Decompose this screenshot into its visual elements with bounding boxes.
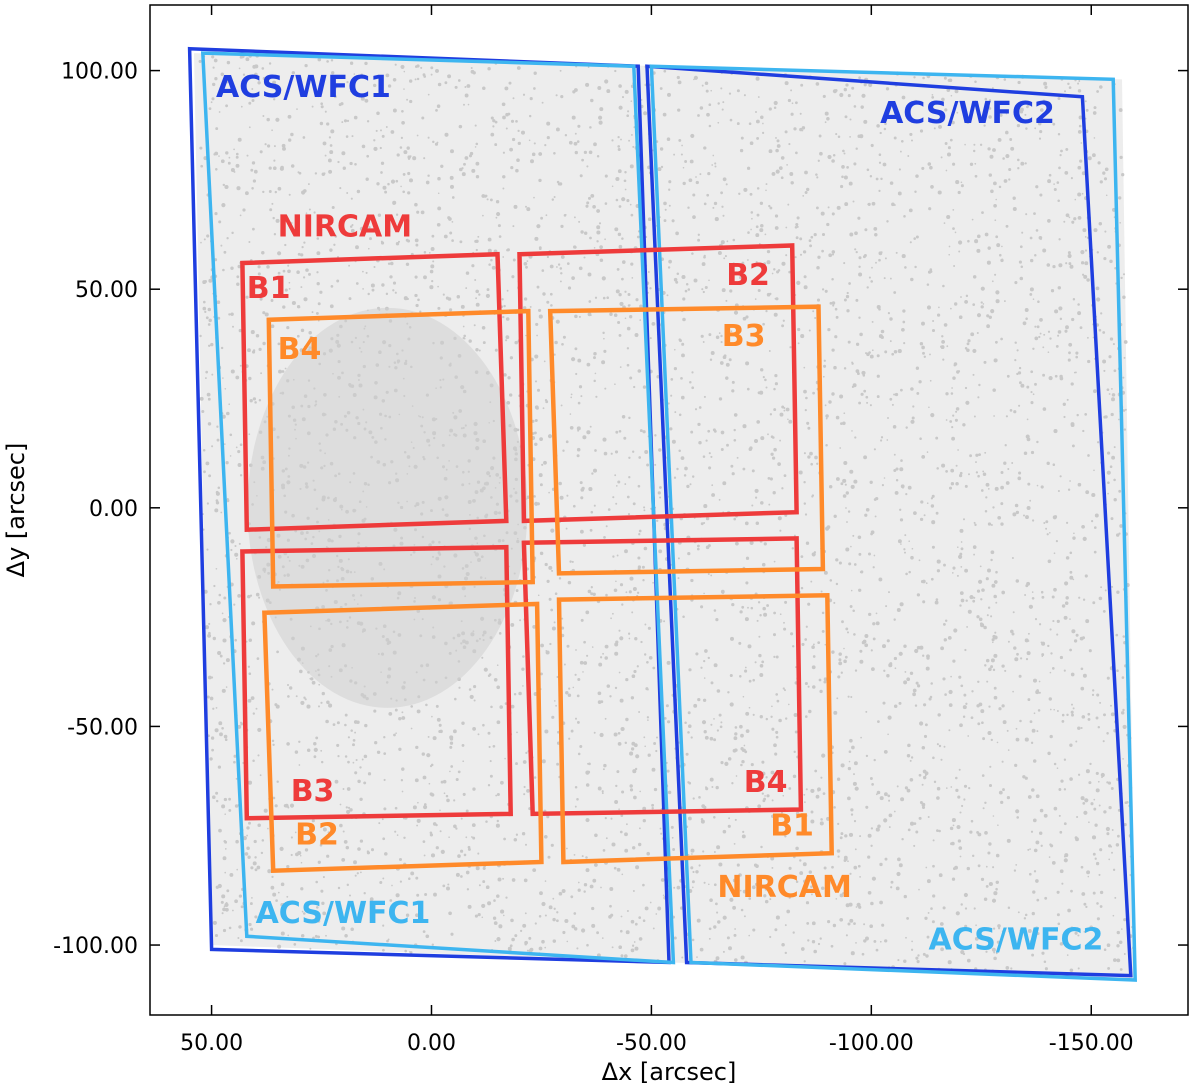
footprint-label: B2 [295, 818, 339, 853]
footprint-5 [240, 251, 509, 533]
cluster-core [247, 307, 528, 708]
x-tick-label: -100.00 [829, 1031, 914, 1056]
x-axis-label: Δx [arcsec] [602, 1058, 737, 1086]
footprint-label: B1 [247, 271, 291, 306]
footprint-label: ACS/WFC1 [216, 70, 391, 105]
y-tick-label: 0.00 [89, 497, 138, 522]
y-tick-label: -50.00 [67, 715, 138, 740]
y-axis-label: Δy [arcsec] [2, 443, 30, 578]
footprint-label: ACS/WFC1 [256, 896, 431, 931]
y-tick-label: 100.00 [61, 60, 138, 85]
footprint-11 [262, 601, 544, 874]
footprint-12 [556, 593, 834, 865]
footprint-2 [645, 64, 1133, 978]
footprint-6 [517, 243, 799, 524]
footprint-label: ACS/WFC2 [929, 922, 1104, 957]
x-tick-label: 50.00 [180, 1031, 243, 1056]
footprint-10 [547, 304, 826, 576]
x-tick-label: -150.00 [1049, 1031, 1134, 1056]
x-tick-label: 0.00 [407, 1031, 456, 1056]
footprint-7 [240, 544, 513, 821]
annotation-layer: ACS/WFC1 ACS/WFC2 NIRCAM B1 B2 B4 B3 B3 B4 B2 B1 NI… [216, 70, 1103, 958]
footprint-9 [266, 308, 535, 589]
y-tick-label: -100.00 [53, 934, 138, 959]
footprint-8 [521, 536, 804, 817]
footprint-label: B2 [726, 258, 770, 293]
footprint-label: B1 [770, 809, 814, 844]
footprint-label: NIRCAM [717, 870, 851, 905]
footprint-4 [649, 64, 1137, 982]
footprint-label: B4 [278, 332, 322, 367]
footprint-label: B4 [744, 765, 788, 800]
axis-ticks: 50.00 0.00 -50.00 -100.00 -150.00 100.00 50.00… [53, 5, 1188, 1056]
y-tick-label: 50.00 [75, 278, 138, 303]
x-tick-label: -50.00 [616, 1031, 687, 1056]
footprint-3 [200, 51, 676, 965]
footprint-label: B3 [722, 319, 766, 354]
footprint-layer [187, 46, 1137, 982]
footprint-label: ACS/WFC2 [880, 96, 1055, 131]
plot-frame [149, 4, 1189, 1016]
footprint-label: NIRCAM [278, 210, 412, 245]
footprint-label: B3 [291, 774, 335, 809]
